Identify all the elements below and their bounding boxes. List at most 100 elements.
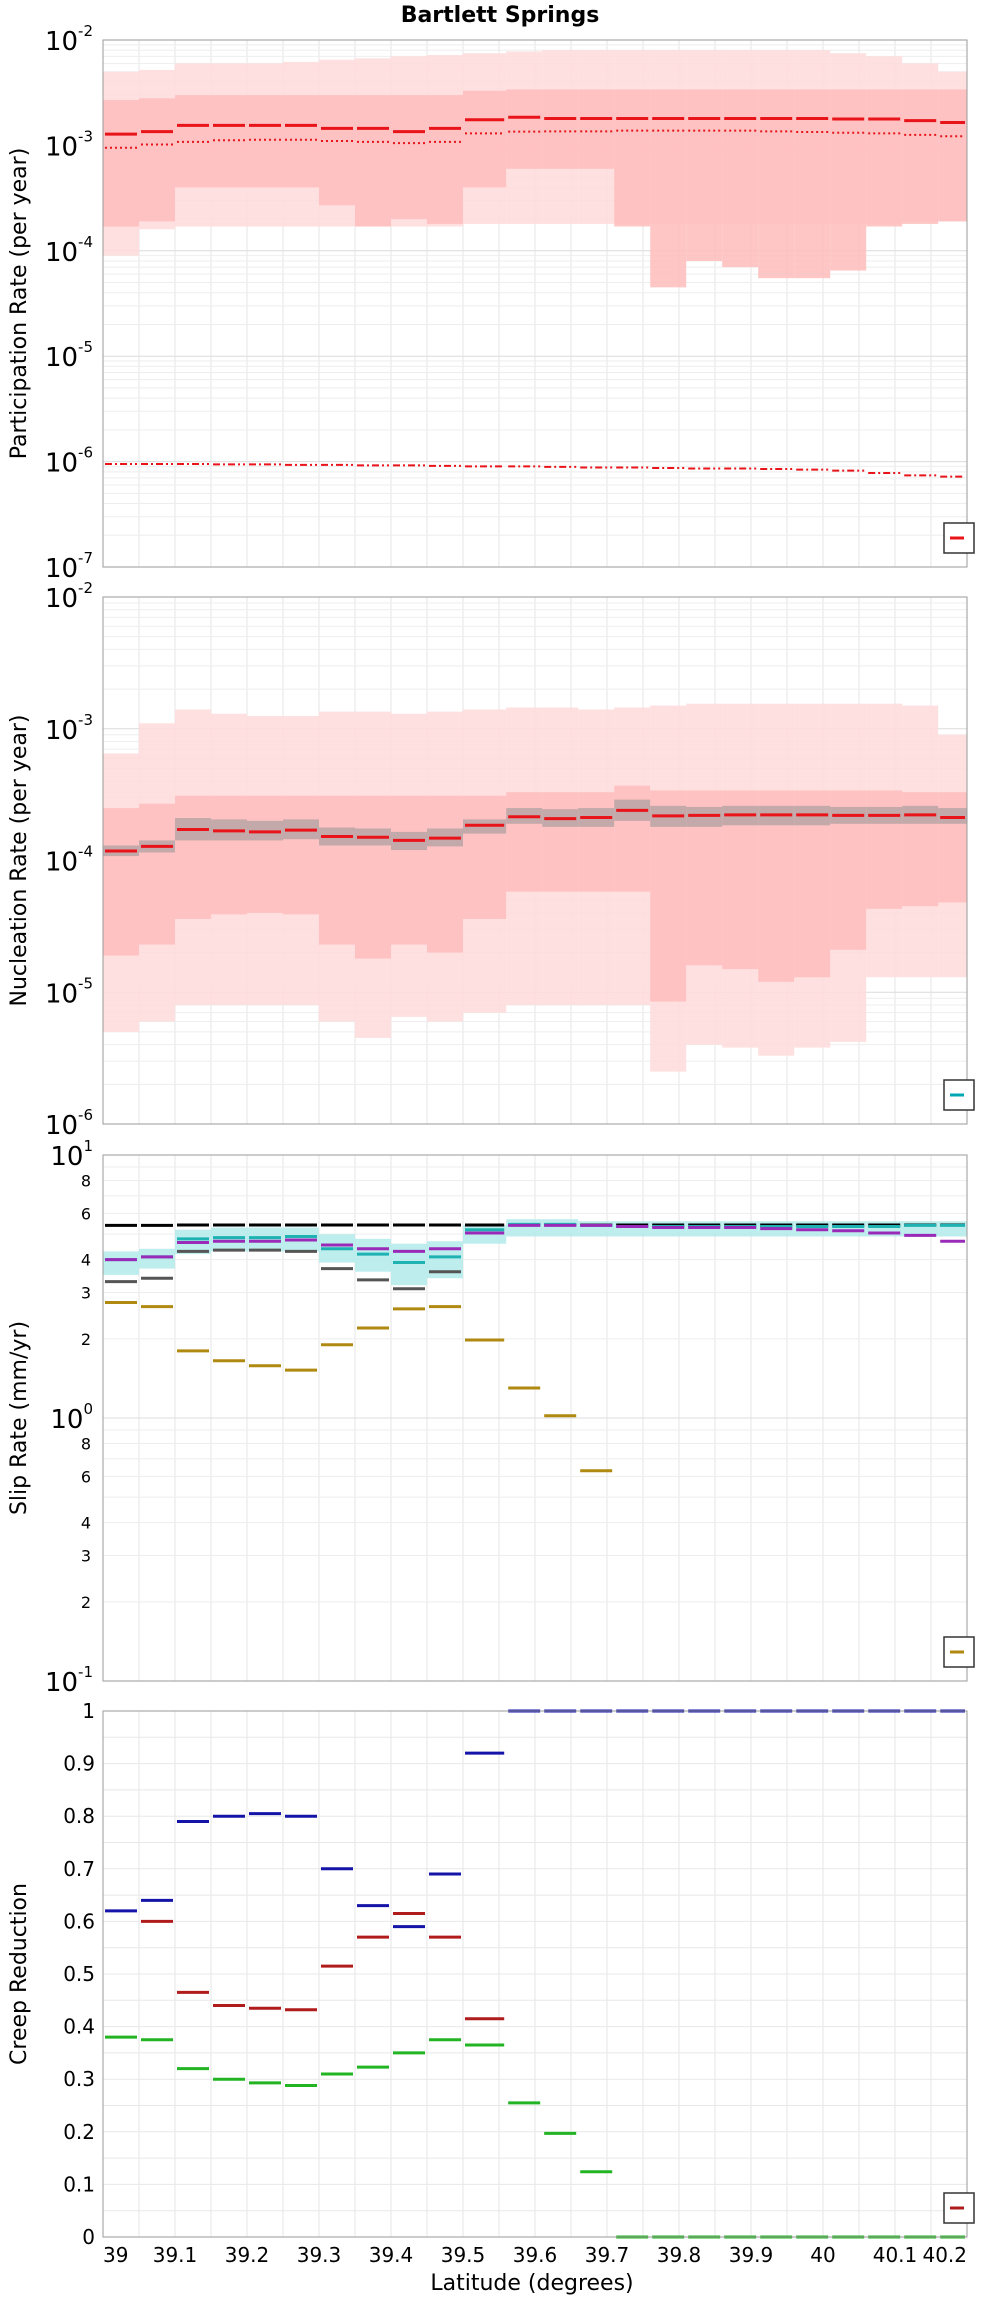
band-segment [139,1248,175,1269]
band-segment [506,792,543,892]
y-tick-label: 0.6 [63,1909,95,1933]
legend [943,2192,975,2224]
x-tick-label: 39.5 [441,2243,486,2267]
y-tick-label: 0.1 [63,2172,95,2196]
y-tick-label: 10-6 [45,1106,93,1141]
band-segment [283,95,319,188]
y-minor-tick-label: 6 [81,1467,91,1486]
y-tick-exponent: -7 [78,549,93,567]
x-tick-label: 40.2 [922,2243,967,2267]
band-segment [938,89,967,222]
y-tick-label: 10-3 [45,711,93,746]
y-tick-exponent: 1 [83,1137,93,1155]
series-2 [105,129,965,149]
y-tick-base: 10 [45,1668,78,1698]
y-tick-exponent: -5 [78,974,93,992]
band-segment [247,795,283,913]
x-tick-label: 39.6 [513,2243,558,2267]
y-tick-label: 10-5 [45,974,93,1009]
y-axis-label: Nucleation Rate (per year) [7,715,32,1007]
y-minor-tick-label: 2 [81,1593,91,1612]
legend-box [943,1079,975,1111]
y-minor-tick-label: 4 [81,1514,91,1533]
y-tick-base: 10 [45,584,78,614]
y-tick-base: 10 [45,716,78,746]
band-segment [103,1251,139,1275]
band-segment [506,1219,543,1237]
band-segment [391,795,427,945]
legend [943,1079,975,1111]
band-segment [175,795,211,919]
y-minor-tick-label: 8 [81,1434,91,1453]
x-tick-label: 39.2 [225,2243,270,2267]
band-segment [463,795,507,919]
y-tick-exponent: -5 [78,338,93,356]
y-tick-label: 10-4 [45,233,93,268]
y-tick-base: 10 [45,343,78,373]
band-segment [139,98,175,222]
y-minor-tick-label: 2 [81,1330,91,1349]
y-tick-label: 1 [82,1699,95,1723]
y-tick-exponent: -6 [78,1106,93,1124]
series-3 [105,462,965,478]
band-segment [542,89,579,169]
x-tick-label: 39 [103,2243,128,2267]
y-tick-label: 10-1 [45,1663,93,1698]
plot-border [102,1710,968,2238]
y-tick-label: 10-6 [45,444,93,479]
x-tick-label: 39.3 [297,2243,342,2267]
series-1 [105,808,965,853]
y-tick-base: 10 [45,554,78,584]
band-segment [211,795,247,915]
y-tick-label: 10-7 [45,549,93,584]
series-5 [105,1300,613,1473]
uncertainty-band-2 [103,89,967,288]
y-tick-label: 10-3 [45,127,93,162]
y-tick-label: 0.9 [63,1752,95,1776]
y-tick-label: 0 [82,2225,95,2249]
y-tick-labels: 10-610-510-410-310-2 [45,579,93,1141]
band-segment [578,792,615,892]
y-axis-label: Participation Rate (per year) [7,148,32,460]
band-segment [391,95,427,220]
band-segment [578,89,615,169]
legend [943,1636,975,1668]
band-segment [686,89,723,262]
y-tick-label: 10-5 [45,338,93,373]
y-tick-exponent: -6 [78,444,93,462]
y-tick-base: 10 [50,1405,83,1435]
plot-border [102,1154,968,1682]
y-tick-base: 10 [45,1111,78,1141]
y-tick-exponent: -4 [78,233,93,251]
x-axis-label: Latitude (degrees) [430,2271,633,2296]
y-minor-tick-label: 3 [81,1284,91,1303]
band-segment [650,89,687,288]
band-segment [247,1227,283,1252]
y-tick-exponent: -2 [78,22,93,40]
y-tick-base: 10 [50,1142,83,1172]
x-tick-label: 39.9 [729,2243,774,2267]
band-segment [463,90,507,188]
y-tick-exponent: -3 [78,711,93,729]
band-segment [758,89,795,279]
y-tick-label: 10-4 [45,843,93,878]
x-tick-label: 39.7 [585,2243,630,2267]
band-segment [866,89,903,227]
y-tick-label: 101 [50,1137,93,1172]
band-segment [794,89,831,279]
y-minor-tick-label: 4 [81,1251,91,1270]
band-segment [103,99,139,227]
panel-creep: 0 0.1 0.2 0.3 0.4 0.5 0.6 0.7 0.8 0.9 1 Creep Reduc… [7,1699,975,2267]
band-segment [463,1225,507,1244]
y-tick-base: 10 [45,449,78,479]
series-3 [105,1223,965,1262]
band-segment [319,795,355,945]
y-tick-label: 0.4 [63,2015,95,2039]
y-tick-label: 10-2 [45,22,93,57]
band-segment [355,795,391,959]
